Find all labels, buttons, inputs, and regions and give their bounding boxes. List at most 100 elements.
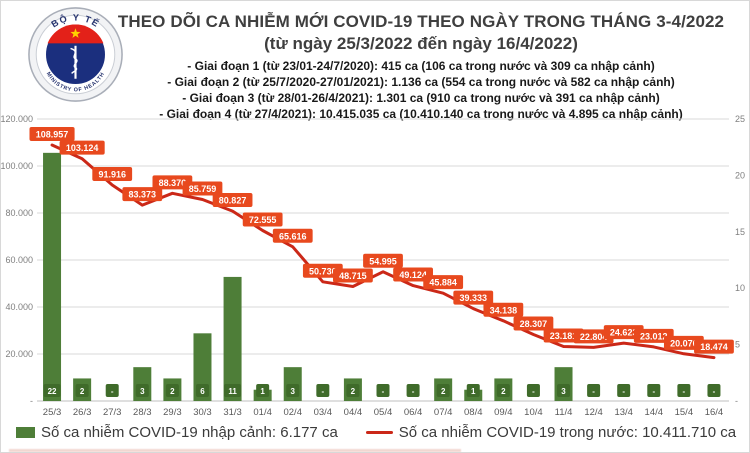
bar-value-label-box xyxy=(346,384,360,397)
line-value-label: 54.995 xyxy=(369,256,397,266)
line-value-label-box xyxy=(633,328,674,343)
bar-value-label-box xyxy=(135,384,149,397)
x-axis-date-label: 01/4 xyxy=(253,407,272,418)
bar-imported-cases xyxy=(43,152,62,401)
x-axis-date-label: 10/4 xyxy=(524,407,543,418)
line-value-label: 65.616 xyxy=(279,231,307,241)
x-axis-date-label: 13/4 xyxy=(614,407,633,418)
line-value-label-box xyxy=(59,140,105,155)
bar-value-label-box xyxy=(557,384,571,397)
line-value-label-box xyxy=(122,187,163,202)
bar-value-label: 1 xyxy=(260,387,265,396)
x-axis-date-label: 27/3 xyxy=(103,407,122,418)
bar-value-label-box xyxy=(195,384,209,397)
x-axis-date-label: 28/3 xyxy=(133,407,152,418)
x-axis-date-label: 14/4 xyxy=(645,407,664,418)
bar-value-label-box xyxy=(165,384,179,397)
bar-value-label: - xyxy=(111,387,114,396)
bar-value-label: - xyxy=(382,387,385,396)
x-axis-date-label: 16/4 xyxy=(705,407,724,418)
line-value-label-box xyxy=(393,267,433,282)
line-value-label: 48.715 xyxy=(339,271,367,281)
line-value-label: 85.759 xyxy=(189,184,217,194)
line-value-label-box xyxy=(212,193,253,208)
logo-star-icon xyxy=(70,28,81,38)
page-title: THEO DÕI CA NHIỄM MỚI COVID-19 THEO NGÀY… xyxy=(117,12,725,31)
bar-value-label: 2 xyxy=(501,387,506,396)
bar-value-label: - xyxy=(532,387,535,396)
bar-value-label-box xyxy=(75,384,89,397)
line-value-label-box xyxy=(603,325,644,340)
legend-item-domestic: Số ca nhiễm COVID-19 trong nước: 10.411.… xyxy=(365,424,737,441)
left-axis-tick-label: 60.000 xyxy=(5,255,33,265)
bar-value-label-box xyxy=(707,384,721,397)
bar-value-label-box xyxy=(496,384,510,397)
left-axis-tick-label: 40.000 xyxy=(5,302,33,312)
bar-value-label-box xyxy=(677,384,691,397)
line-value-label: 91.916 xyxy=(98,169,126,179)
line-value-label-box xyxy=(663,335,704,350)
logo-snake-icon xyxy=(70,47,78,74)
right-axis-tick-label: 25 xyxy=(735,114,745,124)
line-value-label-box xyxy=(272,228,313,243)
phase-1-summary: - Giai đoạn 1 (từ 23/01-24/7/2020): 415 … xyxy=(187,59,655,73)
bar-value-label-box xyxy=(526,384,540,397)
bar-value-label-box xyxy=(316,384,330,397)
line-value-label: 72.555 xyxy=(249,215,277,225)
right-axis-tick-label: 15 xyxy=(735,227,745,237)
bar-value-label-box xyxy=(286,384,300,397)
bar-value-label-box xyxy=(256,384,270,397)
bar-value-label-box xyxy=(587,384,601,397)
x-axis-date-label: 26/3 xyxy=(73,407,92,418)
bar-value-label: 6 xyxy=(200,387,205,396)
line-value-label-box xyxy=(694,339,734,354)
left-axis-tick-label: 120.000 xyxy=(1,114,33,124)
bar-value-label: 3 xyxy=(561,387,566,396)
line-value-label-box xyxy=(302,263,343,278)
legend-line-label: Số ca nhiễm COVID-19 trong nước: 10.411.… xyxy=(398,424,737,441)
line-value-label: 88.376 xyxy=(159,178,187,188)
line-value-label-box xyxy=(182,181,223,196)
bar-value-label-box xyxy=(647,384,661,397)
right-axis-tick-label: 10 xyxy=(735,283,745,293)
line-value-label: 83.373 xyxy=(129,190,157,200)
bar-value-label: 11 xyxy=(228,387,237,396)
line-value-label: 49.124 xyxy=(399,270,427,280)
x-axis-date-label: 03/4 xyxy=(314,407,333,418)
line-value-label: 28.307 xyxy=(520,319,548,329)
x-axis-date-label: 29/3 xyxy=(163,407,182,418)
line-value-label: 50.730 xyxy=(309,266,337,276)
line-value-label: 39.333 xyxy=(459,293,487,303)
x-axis-date-label: 25/3 xyxy=(43,407,62,418)
x-axis-date-label: 30/3 xyxy=(193,407,212,418)
left-axis-tick-label: 20.000 xyxy=(5,349,33,359)
bar-value-label-box xyxy=(105,384,119,397)
legend-item-imported: Số ca nhiễm COVID-19 nhập cảnh: 6.177 ca xyxy=(15,424,338,441)
legend-line-swatch xyxy=(365,431,393,434)
bar-value-label: - xyxy=(652,387,655,396)
bar-value-label: 3 xyxy=(291,387,296,396)
header: THEO DÕI CA NHIỄM MỚI COVID-19 THEO NGÀY… xyxy=(91,11,749,122)
x-axis-date-label: 31/3 xyxy=(223,407,242,418)
phase-2-summary: - Giai đoạn 2 (từ 25/7/2020-27/01/2021):… xyxy=(167,75,675,89)
legend-bar-label: Số ca nhiễm COVID-19 nhập cảnh: 6.177 ca xyxy=(40,424,338,441)
bar-value-label-box xyxy=(617,384,631,397)
x-axis-date-label: 12/4 xyxy=(584,407,603,418)
line-value-label-box xyxy=(573,329,614,344)
bar-value-label: - xyxy=(622,387,625,396)
bar-value-label: 2 xyxy=(351,387,356,396)
phase-3-summary: - Giai đoạn 3 (từ 28/01-26/4/2021): 1.30… xyxy=(182,91,660,105)
line-value-label: 34.138 xyxy=(490,305,518,315)
bar-value-label-box xyxy=(466,384,480,397)
line-value-label-box xyxy=(242,212,283,227)
bar-value-label: - xyxy=(713,387,716,396)
page-subtitle: (từ ngày 25/3/2022 đến ngày 16/4/2022) xyxy=(264,34,578,53)
line-value-label: 45.884 xyxy=(429,278,457,288)
x-axis-date-label: 15/4 xyxy=(675,407,694,418)
bar-value-label-box xyxy=(436,384,450,397)
line-value-label-box xyxy=(423,275,464,290)
phase-4-summary: - Giai đoạn 4 (từ 27/4/2021): 10.415.035… xyxy=(159,107,683,121)
x-axis-date-label: 05/4 xyxy=(374,407,393,418)
bottom-crop-artifact xyxy=(9,449,461,452)
